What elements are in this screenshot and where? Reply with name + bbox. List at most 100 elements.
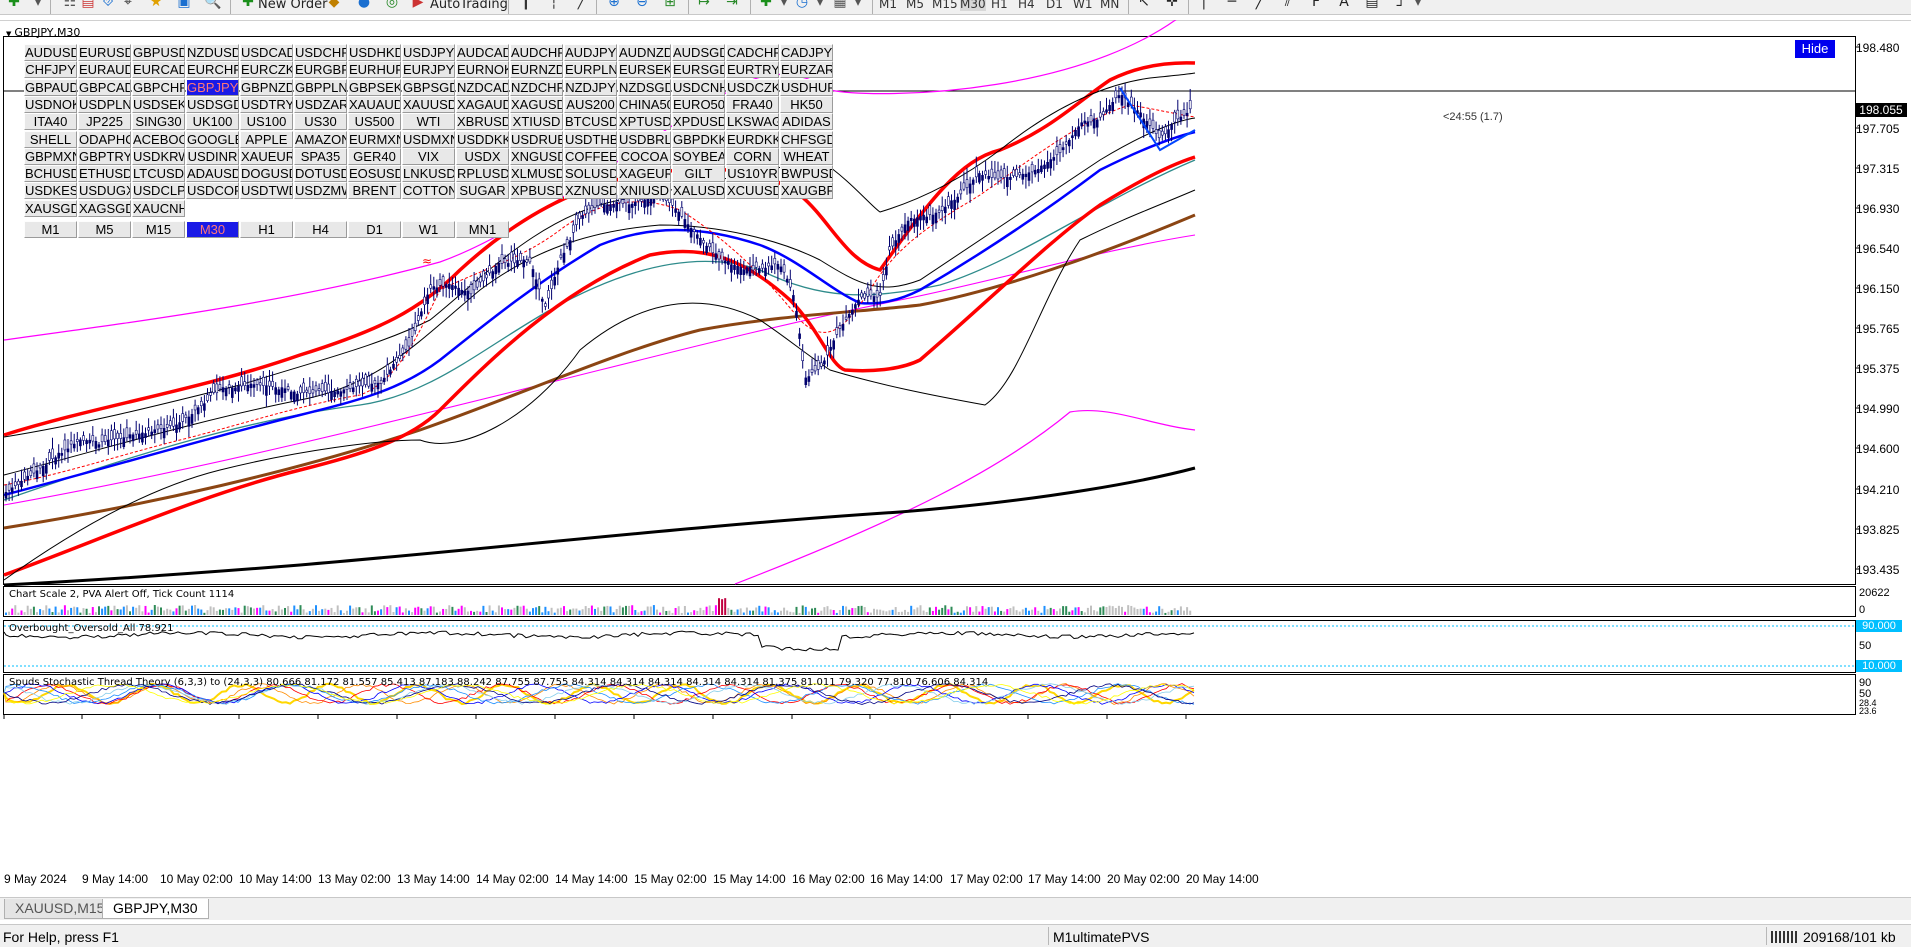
toolbar-tf-mn[interactable]: MN xyxy=(1100,0,1120,11)
line-chart-icon[interactable]: ╱ xyxy=(577,0,587,10)
toolbar-tf-h4[interactable]: H4 xyxy=(1018,0,1035,11)
symbol-button-eurcad[interactable]: EURCAD xyxy=(132,61,185,79)
timeframe-button-h1[interactable]: H1 xyxy=(240,221,293,238)
symbol-button-hk50[interactable]: HK50 xyxy=(780,95,833,113)
symbol-button-xausgd[interactable]: XAUSGD xyxy=(24,199,77,217)
symbol-button-fra40[interactable]: FRA40 xyxy=(726,95,779,113)
symbol-button-uk100[interactable]: UK100 xyxy=(186,113,239,131)
symbol-button-xalusd[interactable]: XALUSD xyxy=(672,182,725,200)
symbol-button-usdcnh[interactable]: USDCNH xyxy=(672,78,725,96)
symbol-button-chfsgd[interactable]: CHFSGD xyxy=(780,130,833,148)
strategy-tester-icon[interactable]: 🔍 xyxy=(204,0,222,10)
symbol-button-usdczk[interactable]: USDCZK xyxy=(726,78,779,96)
symbol-button-audchf[interactable]: AUDCHF xyxy=(510,44,563,61)
symbol-button-xagusd[interactable]: XAGUSD xyxy=(510,95,563,113)
symbol-button-xbrusd[interactable]: XBRUSD xyxy=(456,113,509,131)
timeframe-button-mn1[interactable]: MN1 xyxy=(456,221,509,238)
zoom-out-icon[interactable]: ⊖ xyxy=(636,0,648,10)
symbol-button-usdkes[interactable]: USDKES xyxy=(24,182,77,200)
symbol-button-usdugx[interactable]: USDUGX xyxy=(78,182,131,200)
symbol-button-usdjpy[interactable]: USDJPY xyxy=(402,44,455,61)
symbol-button-gbptry[interactable]: GBPTRY xyxy=(78,147,131,165)
symbol-button-nzdjpy[interactable]: NZDJPY xyxy=(564,78,617,96)
symbol-button-soybeans[interactable]: SOYBEANS xyxy=(672,147,725,165)
symbol-button-lnkusd[interactable]: LNKUSD xyxy=(402,165,455,183)
arrows-dropdown-icon[interactable]: ▾ xyxy=(1414,0,1422,10)
symbol-button-gbpaud[interactable]: GBPAUD xyxy=(24,78,77,96)
symbol-button-audsgd[interactable]: AUDSGD xyxy=(672,44,725,61)
symbol-button-cocoa[interactable]: COCOA xyxy=(618,147,671,165)
symbol-button-usdzmw[interactable]: USDZMW xyxy=(294,182,347,200)
timeframe-button-m1[interactable]: M1 xyxy=(24,221,77,238)
symbol-button-eurczk[interactable]: EURCZK xyxy=(240,61,293,79)
symbol-button-xtiusd[interactable]: XTIUSD xyxy=(510,113,563,131)
symbol-button-eurusd[interactable]: EURUSD xyxy=(78,44,131,61)
symbol-button-eurnok[interactable]: EURNOK xyxy=(456,61,509,79)
fibonacci-icon[interactable]: F xyxy=(1311,0,1321,10)
symbol-button-usdcad[interactable]: USDCAD xyxy=(240,44,293,61)
symbol-button-nzdcad[interactable]: NZDCAD xyxy=(456,78,509,96)
metaeditor-icon[interactable]: ◆ xyxy=(328,0,340,10)
new-order-icon[interactable]: ✚ xyxy=(242,0,254,10)
symbol-button-coffee[interactable]: COFFEE xyxy=(564,147,617,165)
symbol-button-gbpcad[interactable]: GBPCAD xyxy=(78,78,131,96)
symbol-button-usdx[interactable]: USDX xyxy=(456,147,509,165)
toolbar-tf-w1[interactable]: W1 xyxy=(1073,0,1093,11)
symbol-button-lkswage[interactable]: LKSWAGE xyxy=(726,113,779,131)
symbol-button-usdkrw[interactable]: USDKRW xyxy=(132,147,185,165)
symbol-button-audusd[interactable]: AUDUSD xyxy=(24,44,77,61)
symbol-button-us10yr[interactable]: US10YR xyxy=(726,165,779,183)
symbol-button-usdinr[interactable]: USDINR xyxy=(186,147,239,165)
symbol-button-us30[interactable]: US30 xyxy=(294,113,347,131)
symbol-button-rplusd[interactable]: RPLUSD xyxy=(456,165,509,183)
symbol-button-usdzar[interactable]: USDZAR xyxy=(294,95,347,113)
navigator-icon[interactable]: ⯑ xyxy=(102,0,114,10)
new-order-button[interactable]: New Order xyxy=(258,0,328,12)
symbol-button-eurnzd[interactable]: EURNZD xyxy=(510,61,563,79)
symbol-button-xniusd[interactable]: XNIUSD xyxy=(618,182,671,200)
symbol-button-eurchf[interactable]: EURCHF xyxy=(186,61,239,79)
symbol-button-eursek[interactable]: EURSEK xyxy=(618,61,671,79)
terminal-icon[interactable]: ▣ xyxy=(177,0,191,10)
toolbar-tf-h1[interactable]: H1 xyxy=(991,0,1008,11)
crosshair-nav-icon[interactable]: ⌖ xyxy=(124,0,132,10)
symbol-button-usddkk[interactable]: USDDKK xyxy=(456,130,509,148)
auto-scroll-icon[interactable]: ↦ xyxy=(698,0,710,10)
candlestick-icon[interactable]: ┆ xyxy=(549,0,559,10)
symbol-button-xznusd[interactable]: XZNUSD xyxy=(564,182,617,200)
symbol-button-gbppln[interactable]: GBPPLN xyxy=(294,78,347,96)
favorites-star-icon[interactable]: ★ xyxy=(149,0,163,10)
trendline-icon[interactable]: ╱ xyxy=(1255,0,1265,10)
symbol-button-nzdchf[interactable]: NZDCHF xyxy=(510,78,563,96)
symbol-button-usdtry[interactable]: USDTRY xyxy=(240,95,293,113)
symbol-button-eursgd[interactable]: EURSGD xyxy=(672,61,725,79)
symbol-button-xptusd[interactable]: XPTUSD xyxy=(618,113,671,131)
symbol-button-bchusd[interactable]: BCHUSD xyxy=(24,165,77,183)
timeframe-button-h4[interactable]: H4 xyxy=(294,221,347,238)
symbol-button-usdrub[interactable]: USDRUB xyxy=(510,130,563,148)
symbol-button-odaphon[interactable]: ODAPHON xyxy=(78,130,131,148)
timeframe-button-m5[interactable]: M5 xyxy=(78,221,131,238)
symbol-button-xaugbp[interactable]: XAUGBP xyxy=(780,182,833,200)
symbol-button-shell[interactable]: SHELL xyxy=(24,130,77,148)
chart-shift-icon[interactable]: ⇥ xyxy=(726,0,738,10)
vertical-line-icon[interactable]: │ xyxy=(1199,0,1209,10)
templates-dropdown-icon[interactable]: ▾ xyxy=(854,0,862,10)
symbol-button-google[interactable]: GOOGLE xyxy=(186,130,239,148)
symbol-button-usdchf[interactable]: USDCHF xyxy=(294,44,347,61)
channel-icon[interactable]: ⫽ xyxy=(1284,0,1292,10)
symbol-button-spa35[interactable]: SPA35 xyxy=(294,147,347,165)
symbol-button-usdhuf[interactable]: USDHUF xyxy=(780,78,833,96)
symbol-button-eurzar[interactable]: EURZAR xyxy=(780,61,833,79)
autotrading-icon[interactable]: ▶ xyxy=(412,0,424,10)
horizontal-line-icon[interactable]: ─ xyxy=(1227,0,1237,10)
symbol-button-eurgbp[interactable]: EURGBP xyxy=(294,61,347,79)
symbol-button-xcuusd[interactable]: XCUUSD xyxy=(726,182,779,200)
symbol-button-cadchf[interactable]: CADCHF xyxy=(726,44,779,61)
symbol-button-euro50[interactable]: EURO50 xyxy=(672,95,725,113)
symbol-button-brent[interactable]: BRENT xyxy=(348,182,401,200)
symbol-button-corn[interactable]: CORN xyxy=(726,147,779,165)
symbol-button-us100[interactable]: US100 xyxy=(240,113,293,131)
symbol-button-eurpln[interactable]: EURPLN xyxy=(564,61,617,79)
symbol-button-ltcusd[interactable]: LTCUSD xyxy=(132,165,185,183)
